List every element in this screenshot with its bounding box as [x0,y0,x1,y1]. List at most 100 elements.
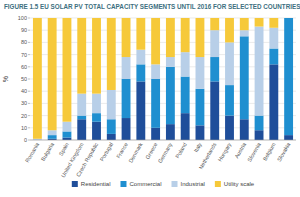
y-axis-label: % [2,76,9,82]
category-label: Romania [24,141,41,164]
bar-segment [210,30,219,57]
category-label: Italy [193,141,203,153]
bar-segment [63,131,72,137]
category-label: Netherlands [198,141,218,170]
bar-segment [136,50,145,65]
bar-segment [269,64,278,140]
tick-label: 60 [21,64,27,70]
bar-segment [77,94,86,116]
bar-segment [151,128,160,140]
category-label: Portugal [99,142,114,163]
bar-segment [210,18,219,30]
bar-segment [240,36,249,119]
bar-segment [255,116,264,131]
bar-segment [225,42,234,85]
bar-segment [63,18,72,122]
bar-segment [166,67,175,124]
bar-segment [225,116,234,140]
category-label: Bulgaria [40,141,56,162]
tick-mark [28,127,30,128]
tick-label: 90 [21,27,27,33]
tick-label: 50 [21,76,27,82]
bar-segment [181,52,190,76]
tick-mark [28,54,30,55]
bar-segment [77,119,86,140]
bar-segment [225,18,234,42]
legend: ResidentialCommercialIndustrialUtility s… [72,181,255,187]
bar-segment [240,18,249,30]
category-label: Austria [233,141,247,160]
bars [33,18,293,140]
legend-label: Commercial [129,181,161,187]
bar-segment [269,49,278,65]
tick-mark [28,18,30,19]
bar-segment [136,64,145,81]
bar-segment [284,18,293,19]
bar-segment [122,57,131,79]
bar-segment [166,124,175,140]
bar-segment [196,18,205,57]
bar-segment [196,89,205,126]
bar-segment [284,135,293,140]
bar-segment [107,90,116,119]
bar-segment [269,28,278,49]
legend-swatch [72,181,78,187]
tick-label: 30 [21,100,27,106]
bar-segment [151,79,160,128]
tick-mark [28,79,30,80]
bar-segment [181,113,190,140]
tick-label: 10 [21,125,27,131]
tick-mark [28,140,30,141]
bar-segment [284,18,293,19]
category-label: Slovakia [276,141,292,163]
bar-segment [63,138,72,140]
category-label: Belgium [262,141,277,162]
bar-segment [136,18,145,50]
bar-segment [122,79,131,118]
bar-segment [136,81,145,140]
bar-segment [255,18,264,27]
bar-segment [92,94,101,114]
title: FIGURE 1.5 EU SOLAR PV TOTAL CAPACITY SE… [4,3,300,10]
bar-segment [210,57,219,81]
tick-mark [28,103,30,104]
legend-swatch [172,181,178,187]
bar-segment [240,30,249,36]
bar-segment [92,122,101,140]
bar-segment [48,135,57,139]
tick-label: 0 [24,137,27,143]
tick-label: 20 [21,113,27,119]
bar-segment [181,77,190,114]
bar-segment [107,134,116,140]
x-axis-line [30,140,296,141]
category-label: Denmark [127,141,143,164]
bar-segment [48,130,57,135]
category-label: Poland [174,142,188,160]
legend-swatch [215,181,221,187]
bar-segment [196,125,205,140]
tick-label: 80 [21,39,27,45]
bar-segment [196,57,205,89]
bar-segment [92,18,101,94]
legend-swatch [120,181,126,187]
bar-segment [181,18,190,52]
bar-segment [33,18,42,139]
bar-segment [210,81,219,140]
bar-segment [166,18,175,57]
category-label: Slovenia [246,141,262,163]
bar-segment [77,18,86,94]
tick-mark [28,30,30,31]
bar-segment [107,119,116,134]
category-label: Hungary [217,141,233,162]
bar-segment [225,85,234,116]
tick-label: 70 [21,52,27,58]
bar-segment [269,18,278,28]
bar-segment [107,18,116,90]
bar-segment [77,116,86,120]
legend-label: Utility scale [224,181,255,187]
legend-label: Industrial [181,181,205,187]
tick-label: 100 [18,15,27,21]
tick-mark [28,115,30,116]
bar-segment [284,18,293,135]
bar-segment [255,130,264,140]
